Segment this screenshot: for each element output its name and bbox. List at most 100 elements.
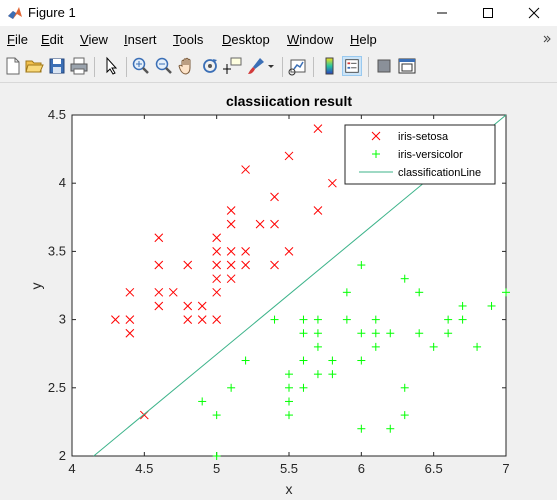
brush-dropdown-icon[interactable] (266, 56, 276, 76)
menu-help[interactable]: Help (350, 32, 377, 47)
title-bar: Figure 1 (0, 0, 557, 26)
y-tick-label: 3 (59, 312, 66, 327)
menu-insert-label: nsert (127, 32, 157, 47)
print-icon[interactable] (69, 56, 89, 76)
iris-versicolor-point (299, 329, 308, 338)
save-icon[interactable] (47, 56, 67, 76)
pan-hand-icon[interactable] (177, 56, 197, 76)
iris-versicolor-point (198, 397, 207, 406)
close-button[interactable] (511, 0, 557, 26)
iris-versicolor-point (386, 424, 395, 433)
iris-versicolor-point (212, 452, 221, 460)
select-arrow-icon[interactable] (101, 56, 121, 76)
maximize-button[interactable] (465, 0, 511, 26)
show-plot-tools-icon[interactable] (397, 56, 417, 76)
iris-setosa-point (284, 151, 294, 161)
hide-plot-tools-icon[interactable] (374, 56, 394, 76)
figure-toolbar (0, 52, 557, 83)
iris-setosa-point (270, 219, 279, 229)
menu-tools[interactable]: Tools (173, 32, 203, 47)
menu-bar: File Edit View Insert Tools Desktop Wind… (0, 26, 557, 52)
legend-entry: iris-setosa (371, 131, 449, 143)
scatter-plot[interactable]: classiication result 4 4.5 5 5.5 6 6.5 7 2 2.5 3 3… (0, 83, 557, 500)
menu-desktop-label: esktop (231, 32, 270, 47)
iris-versicolor-point (357, 261, 366, 270)
x-tick-label: 4.5 (135, 461, 153, 476)
matlab-logo-icon (8, 7, 22, 19)
legend-box[interactable] (344, 124, 496, 185)
x-tick-label: 5.5 (280, 461, 298, 476)
iris-versicolor-point (285, 370, 293, 379)
iris-versicolor-point (371, 342, 380, 351)
iris-versicolor-point (458, 301, 467, 310)
link-plot-icon[interactable] (288, 56, 308, 76)
menu-edit-mnemonic: E (41, 32, 50, 47)
iris-versicolor-point (371, 329, 380, 338)
menu-view[interactable]: View (80, 32, 108, 47)
iris-versicolor-point (285, 397, 293, 406)
menu-edit[interactable]: Edit (41, 32, 63, 47)
iris-setosa-point (212, 260, 222, 270)
minimize-button[interactable] (419, 0, 465, 26)
legend-entry: classificationLine (359, 167, 481, 179)
iris-versicolor-point (444, 315, 453, 324)
iris-setosa-point (270, 192, 279, 202)
iris-setosa-point (183, 260, 193, 270)
iris-versicolor-point (357, 356, 366, 365)
iris-setosa-point (212, 315, 222, 324)
iris-versicolor-point (415, 329, 424, 338)
iris-versicolor-point (299, 356, 308, 365)
y-tick-label: 2 (59, 448, 66, 463)
iris-setosa-point (212, 287, 222, 297)
toolbar-separator (282, 57, 283, 77)
iris-setosa-point (270, 260, 279, 270)
iris-versicolor-point (328, 370, 337, 379)
menu-window-label: indow (299, 32, 334, 47)
menu-insert[interactable]: Insert (124, 32, 157, 47)
menu-edit-label: dit (49, 32, 64, 47)
menu-overflow-icon[interactable] (543, 34, 551, 44)
data-cursor-icon[interactable] (223, 56, 243, 76)
iris-versicolor-point (487, 301, 496, 310)
brush-icon[interactable] (246, 56, 266, 76)
iris-setosa-point (154, 260, 164, 270)
iris-setosa-point (226, 260, 236, 270)
iris-versicolor-point (285, 383, 293, 392)
iris-setosa-point (241, 247, 250, 256)
zoom-out-icon[interactable] (154, 56, 174, 76)
menu-file-mnemonic: F (7, 32, 15, 47)
y-tick-label: 3.5 (48, 243, 66, 258)
new-figure-icon[interactable] (3, 56, 23, 76)
iris-setosa-point (241, 260, 250, 270)
menu-window[interactable]: Window (287, 32, 333, 47)
zoom-in-icon[interactable] (131, 56, 151, 76)
iris-versicolor-point (371, 315, 380, 324)
open-file-icon[interactable] (24, 56, 44, 76)
legend-label: iris-setosa (398, 131, 449, 143)
iris-setosa-point (226, 219, 236, 229)
iris-setosa-point (154, 287, 164, 297)
iris-versicolor-point (357, 424, 366, 433)
iris-versicolor-point (415, 288, 424, 297)
iris-setosa-point (168, 287, 178, 297)
iris-versicolor-point (386, 329, 395, 338)
menu-tools-mnemonic: T (173, 32, 180, 47)
iris-versicolor-point (342, 288, 351, 297)
menu-file[interactable]: File (7, 32, 28, 47)
menu-file-label: ile (14, 32, 28, 47)
iris-versicolor-point (400, 383, 409, 392)
rotate-3d-icon[interactable] (200, 56, 220, 76)
iris-setosa-point (313, 124, 323, 133)
iris-versicolor-point (227, 383, 236, 392)
iris-versicolor-point (473, 342, 482, 351)
iris-setosa-point (226, 274, 236, 284)
x-tick-label: 5 (213, 461, 220, 476)
iris-setosa-point (154, 301, 164, 311)
colorbar-icon[interactable] (320, 56, 340, 76)
iris-setosa-point (212, 274, 222, 284)
menu-desktop[interactable]: Desktop (222, 32, 270, 47)
y-axis-label: y (28, 283, 44, 290)
menu-tools-label: ools (179, 32, 204, 47)
legend-icon[interactable] (342, 56, 362, 76)
legend-label: iris-versicolor (398, 149, 463, 161)
